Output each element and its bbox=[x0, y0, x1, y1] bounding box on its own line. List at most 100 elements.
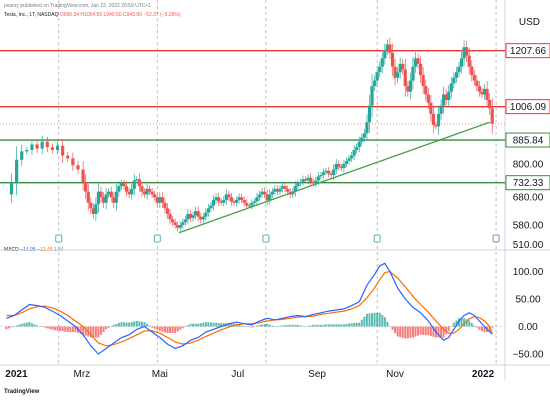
candle-body bbox=[278, 188, 282, 192]
candle-body bbox=[227, 194, 231, 198]
candle-body bbox=[273, 188, 277, 192]
macd-histogram-bar bbox=[353, 323, 356, 327]
macd-histogram-bar bbox=[445, 326, 448, 335]
macd-histogram-bar bbox=[248, 326, 251, 328]
tradingview-logo: TradingView bbox=[4, 389, 39, 395]
macd-histogram-bar bbox=[51, 326, 54, 330]
candle-body bbox=[416, 58, 420, 64]
macd-histogram-bar bbox=[427, 326, 430, 336]
candle-body bbox=[286, 188, 290, 192]
candle-body bbox=[25, 150, 29, 152]
macd-histogram-bar bbox=[105, 326, 108, 330]
macd-histogram-bar bbox=[394, 326, 397, 334]
candle-body bbox=[378, 66, 382, 73]
macd-histogram-bar bbox=[112, 324, 115, 327]
macd-histogram-bar bbox=[473, 325, 476, 327]
candle-body bbox=[355, 147, 359, 150]
macd-histogram-bar bbox=[371, 313, 374, 327]
candle-body bbox=[337, 163, 341, 167]
macd-histogram-bar bbox=[284, 325, 287, 327]
macd-histogram-bar bbox=[202, 322, 205, 327]
macd-histogram-bar bbox=[23, 323, 26, 327]
candle-body bbox=[250, 202, 254, 206]
candle-body bbox=[237, 197, 241, 200]
trend-line bbox=[178, 121, 490, 234]
candle-body bbox=[370, 86, 374, 106]
macd-histogram-bar bbox=[271, 325, 274, 327]
macd-histogram-bar bbox=[36, 325, 39, 327]
candle-body bbox=[362, 133, 366, 138]
macd-histogram-bar bbox=[161, 326, 164, 332]
level-label-box bbox=[505, 99, 550, 115]
candle-body bbox=[94, 204, 98, 214]
ohlc-values: O996.34 H1004.55 L940.50 C943.90 −52.37 … bbox=[59, 12, 181, 18]
candle-body bbox=[485, 88, 489, 100]
macd-histogram-bar bbox=[340, 324, 343, 327]
candle-body bbox=[222, 200, 226, 203]
candle-body bbox=[393, 66, 397, 78]
macd-histogram-bar bbox=[250, 326, 253, 328]
candle-body bbox=[321, 172, 326, 175]
candle-body bbox=[408, 80, 412, 92]
candle-body bbox=[263, 191, 267, 195]
candle-body bbox=[35, 144, 39, 149]
macd-histogram-bar bbox=[212, 322, 215, 327]
macd-histogram-bar bbox=[158, 326, 161, 331]
time-tick-label: Nov bbox=[386, 369, 404, 380]
brand-text: TradingView bbox=[4, 389, 40, 395]
macd-histogram-bar bbox=[404, 326, 407, 339]
macd-histogram-bar bbox=[429, 326, 432, 337]
candle-body bbox=[140, 186, 144, 192]
macd-histogram-bar bbox=[294, 324, 297, 327]
macd-histogram-bar bbox=[299, 325, 302, 327]
macd-histogram-bar bbox=[163, 326, 166, 333]
macd-histogram-bar bbox=[181, 326, 184, 329]
macd-histogram-bar bbox=[174, 326, 177, 334]
macd-histogram-bar bbox=[215, 322, 218, 327]
macd-histogram-bar bbox=[48, 326, 51, 330]
time-tick-label: Mai bbox=[152, 369, 168, 380]
candle-body bbox=[442, 94, 446, 106]
candle-body bbox=[183, 219, 187, 223]
candle-body bbox=[153, 194, 157, 198]
macd-histogram-bar bbox=[261, 324, 264, 327]
candle-body bbox=[367, 105, 372, 123]
candle-body bbox=[434, 125, 438, 127]
candle-body bbox=[467, 55, 471, 67]
macd-histogram-bar bbox=[89, 326, 92, 338]
macd-histogram-bar bbox=[204, 322, 207, 327]
macd-histogram-bar bbox=[483, 326, 486, 332]
macd-histogram-bar bbox=[360, 319, 363, 327]
candle-body bbox=[224, 194, 228, 200]
candle-body bbox=[444, 94, 448, 100]
level-label-box bbox=[505, 175, 550, 191]
macd-histogram-bar bbox=[120, 322, 123, 327]
candle-body bbox=[475, 80, 479, 87]
candle-body bbox=[413, 58, 418, 67]
candle-body bbox=[232, 201, 236, 203]
macd-histogram-bar bbox=[7, 326, 10, 329]
candle-body bbox=[130, 188, 134, 195]
candle-body bbox=[431, 113, 436, 125]
candle-body bbox=[419, 63, 423, 75]
macd-histogram-bar bbox=[332, 324, 335, 327]
macd-histogram-bar bbox=[5, 326, 8, 330]
candle-body bbox=[96, 191, 101, 205]
candle-body bbox=[20, 151, 24, 160]
candle-body bbox=[482, 88, 487, 95]
candle-body bbox=[114, 191, 118, 203]
macd-histogram-bar bbox=[309, 325, 312, 327]
macd-histogram-bar bbox=[79, 326, 82, 334]
candle-body bbox=[211, 200, 216, 206]
candle-body bbox=[311, 181, 315, 184]
candle-body bbox=[357, 141, 361, 148]
candle-body bbox=[270, 191, 274, 195]
candle-body bbox=[385, 44, 389, 50]
time-tick-label: Jul bbox=[231, 369, 244, 380]
macd-histogram-bar bbox=[117, 323, 120, 327]
candle-body bbox=[40, 141, 44, 149]
macd-histogram-bar bbox=[307, 325, 310, 327]
candle-body bbox=[360, 137, 364, 142]
macd-histogram-bar bbox=[373, 312, 376, 327]
